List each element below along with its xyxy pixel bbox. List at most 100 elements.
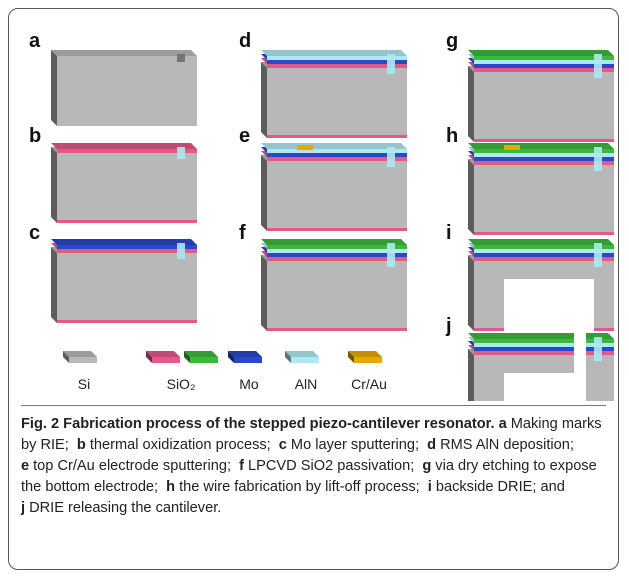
- layer: [474, 257, 614, 261]
- mark-notch: [594, 243, 602, 267]
- layer: [474, 245, 614, 249]
- item-text: LPCVD SiO2 passivation;: [248, 458, 414, 474]
- slab-front: [267, 68, 407, 138]
- caption: Fig. 2 Fabrication process of the steppe…: [21, 405, 606, 519]
- slab-front: [57, 56, 197, 126]
- slab-front: [234, 357, 262, 363]
- cavity: [504, 373, 574, 401]
- item-text: Mo layer sputtering;: [291, 437, 419, 453]
- panel-label: i: [446, 222, 452, 244]
- slab-front: [291, 357, 319, 363]
- legend-label: Cr/Au: [351, 376, 387, 392]
- slab-side: [51, 247, 57, 323]
- layer: [57, 249, 197, 253]
- layer: [267, 257, 407, 261]
- item-text: the wire fabrication by lift-off process…: [179, 479, 420, 495]
- item-letter: g: [422, 458, 431, 474]
- legend-label: SiO₂: [167, 376, 196, 392]
- slab-front: [69, 357, 97, 363]
- layer: [474, 347, 614, 351]
- slab-front: [267, 261, 407, 331]
- slab-side: [468, 255, 474, 331]
- mark-notch: [594, 54, 602, 78]
- layer: [474, 157, 614, 161]
- slab-side: [51, 50, 57, 126]
- panel-label: a: [29, 30, 41, 52]
- layer: [474, 249, 614, 253]
- item-letter: b: [77, 437, 86, 453]
- panel-label: b: [29, 125, 41, 147]
- layer-top: [261, 143, 407, 149]
- item-letter: f: [239, 458, 244, 474]
- layer: [474, 153, 614, 157]
- panel-label: h: [446, 125, 458, 147]
- slab-front: [152, 357, 180, 363]
- panel-label: e: [239, 125, 250, 147]
- legend-label: AlN: [295, 376, 318, 392]
- layer: [474, 351, 614, 355]
- layer: [474, 64, 614, 68]
- layer: [474, 343, 614, 347]
- layer: [267, 157, 407, 161]
- mark-notch: [177, 54, 185, 62]
- bottom-oxide: [57, 220, 197, 223]
- electrode: [297, 145, 313, 150]
- slab-side: [468, 159, 474, 235]
- slab-front: [354, 357, 382, 363]
- item-text: thermal oxidization process;: [90, 437, 271, 453]
- slab-side: [468, 66, 474, 142]
- slab-front: [190, 357, 218, 363]
- legend-label: Mo: [239, 376, 259, 392]
- item-text: RMS AlN deposition;: [440, 437, 574, 453]
- layer-top: [51, 143, 197, 149]
- item-text: DRIE releasing the cantilever.: [29, 500, 221, 516]
- layer: [267, 153, 407, 157]
- mark-notch: [177, 147, 185, 159]
- slab-front: [267, 161, 407, 231]
- bottom-oxide: [474, 139, 614, 142]
- layer: [267, 249, 407, 253]
- layer: [474, 68, 614, 72]
- cavity: [504, 279, 594, 331]
- release-gap: [574, 331, 586, 401]
- item-letter: c: [279, 437, 287, 453]
- slab-front: [57, 153, 197, 223]
- legend-label: Si: [78, 376, 90, 392]
- slab-side: [261, 255, 267, 331]
- item-letter: e: [21, 458, 29, 474]
- item-letter: j: [21, 500, 25, 516]
- slab-side: [51, 147, 57, 223]
- layer: [57, 245, 197, 249]
- mark-notch: [594, 337, 602, 361]
- panel-label: g: [446, 30, 458, 52]
- layer: [267, 60, 407, 64]
- slab-front: [474, 165, 614, 235]
- bottom-oxide: [267, 135, 407, 138]
- bottom-oxide: [57, 320, 197, 323]
- bottom-oxide: [267, 228, 407, 231]
- slab-side: [468, 349, 474, 401]
- item-text: backside DRIE; and: [436, 479, 565, 495]
- panel-label: f: [239, 222, 246, 244]
- layer: [474, 60, 614, 64]
- layer: [267, 245, 407, 249]
- slab-side: [261, 155, 267, 231]
- item-letter: a: [499, 416, 507, 432]
- layer-top: [261, 239, 407, 245]
- mark-notch: [594, 147, 602, 171]
- slab-side: [261, 62, 267, 138]
- panel-label: c: [29, 222, 40, 244]
- layer-top: [261, 50, 407, 56]
- layer: [267, 64, 407, 68]
- layer: [267, 253, 407, 257]
- layer-top: [468, 333, 614, 339]
- bottom-oxide: [474, 232, 614, 235]
- mark-notch: [387, 147, 395, 167]
- slab-front: [57, 253, 197, 323]
- bottom-oxide: [267, 328, 407, 331]
- layer: [267, 56, 407, 60]
- slab-top: [51, 50, 197, 56]
- layer: [57, 149, 197, 153]
- panel-label: d: [239, 30, 251, 52]
